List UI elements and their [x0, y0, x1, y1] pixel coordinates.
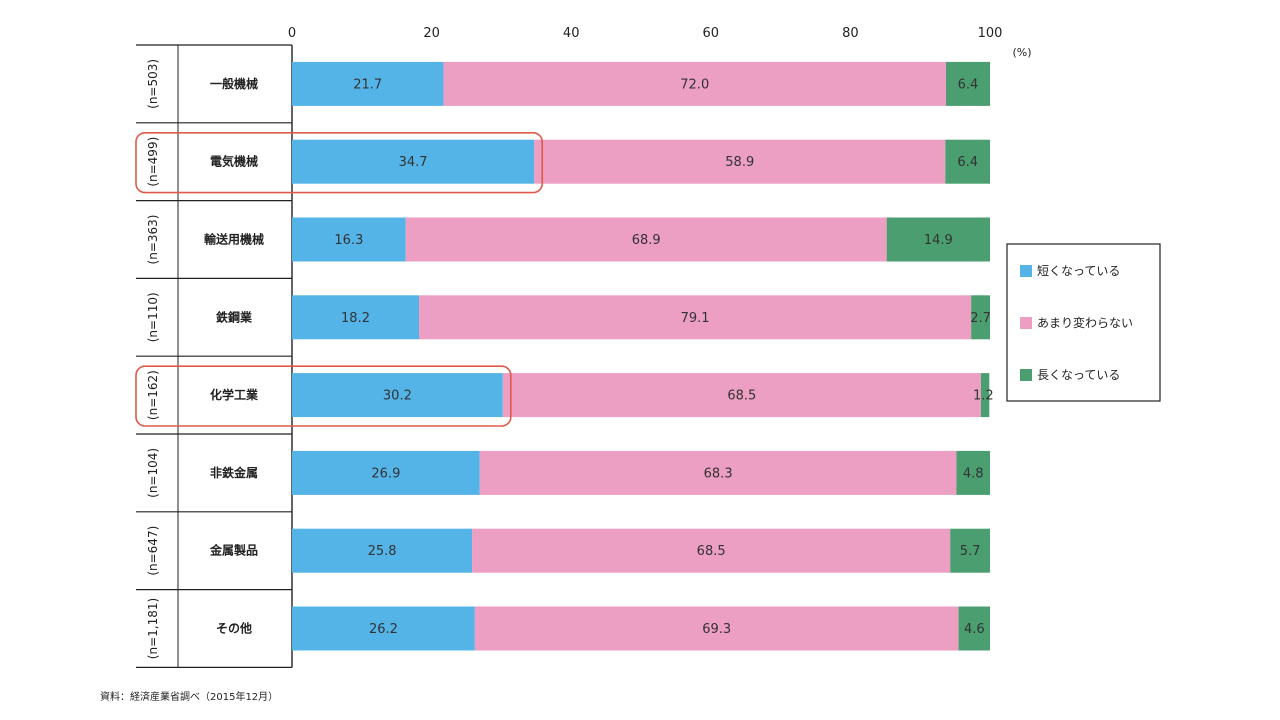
bar-value-label: 1.2	[973, 389, 994, 404]
bar-value-label: 16.3	[334, 233, 363, 248]
sample-size-label: (n=363)	[146, 215, 160, 265]
sample-size-label: (n=499)	[146, 137, 160, 187]
category-label: 化学工業	[210, 387, 259, 402]
bar-segment	[419, 295, 972, 340]
highlight-layer	[135, 132, 544, 427]
bar-value-label: 25.8	[368, 544, 397, 559]
bar-segment	[950, 528, 990, 573]
sample-size-label: (n=647)	[146, 526, 160, 576]
bar-value-label: 26.9	[371, 466, 400, 481]
bar-value-label: 26.2	[369, 622, 398, 637]
bar-value-label: 6.4	[958, 77, 979, 92]
bar-value-label: 34.7	[399, 155, 428, 170]
bar-value-label: 21.7	[353, 77, 382, 92]
bar-segment	[886, 217, 990, 262]
bar-value-label: 18.2	[341, 311, 370, 326]
bar-segment	[971, 295, 990, 340]
sample-size-label: (n=1,181)	[146, 598, 160, 659]
bar-segment	[292, 217, 406, 262]
bar-value-label: 2.7	[970, 311, 991, 326]
category-label: 鉄鋼業	[216, 309, 253, 324]
category-label: 非鉄金属	[210, 465, 258, 480]
sample-size-label: (n=104)	[146, 448, 160, 498]
bar-value-label: 69.3	[702, 622, 731, 637]
bar-value-label: 72.0	[680, 77, 709, 92]
bar-segment	[292, 606, 475, 651]
axis-layer: 0 20 40 60 80 100 (%)	[288, 26, 1032, 59]
bar-segment	[479, 450, 957, 495]
bar-value-label: 68.5	[727, 389, 756, 404]
bar-segment	[958, 606, 990, 651]
bar-segment	[292, 450, 480, 495]
legend-swatch	[1020, 369, 1032, 381]
category-label-table: (n=503) 一般機械 (n=499) 電気機械 (n=363) 輸送用機械 (n=110…	[136, 44, 293, 669]
bars-layer: 21.7 72.0 6.4 34.7 58.9 6.4 16.3 68.9 14.9 18.2 79…	[292, 61, 994, 651]
x-tick-label: 100	[978, 26, 1003, 41]
category-label: 一般機械	[210, 76, 258, 91]
sample-size-label: (n=503)	[146, 59, 160, 109]
bar-segment	[292, 528, 473, 573]
bar-segment	[945, 139, 990, 184]
bar-segment	[472, 528, 951, 573]
bar-value-label: 68.9	[632, 233, 661, 248]
bar-segment	[946, 61, 990, 106]
x-tick-label: 60	[703, 26, 720, 41]
bar-value-label: 4.6	[964, 622, 985, 637]
legend-box	[1006, 243, 1161, 402]
bar-value-label: 4.8	[963, 466, 984, 481]
bar-segment	[292, 139, 535, 184]
bar-segment	[956, 450, 990, 495]
sample-size-label: (n=162)	[146, 370, 160, 420]
bar-value-label: 68.3	[704, 466, 733, 481]
bar-value-label: 79.1	[681, 311, 710, 326]
category-label: その他	[216, 621, 252, 636]
bar-segment	[474, 606, 959, 651]
bar-segment	[980, 373, 990, 418]
bar-segment	[502, 373, 981, 418]
x-tick-label: 80	[842, 26, 859, 41]
bar-segment	[405, 217, 887, 262]
legend-label: 短くなっている	[1037, 264, 1120, 278]
legend-label: あまり変わらない	[1037, 315, 1133, 330]
category-label: 金属製品	[209, 543, 258, 558]
x-unit-label: (%)	[1012, 46, 1031, 59]
bar-value-label: 68.5	[697, 544, 726, 559]
legend-swatch	[1020, 265, 1032, 277]
bar-segment	[534, 139, 946, 184]
bar-value-label: 58.9	[725, 155, 754, 170]
bar-segment	[292, 61, 444, 106]
source-note: 資料：経済産業省調べ（2015年12月）	[100, 690, 278, 703]
sample-size-label: (n=110)	[146, 292, 160, 342]
highlight-outline	[135, 365, 512, 427]
bar-segment	[292, 373, 503, 418]
legend-swatch	[1020, 317, 1032, 329]
bar-value-label: 6.4	[957, 155, 978, 170]
bar-segment	[443, 61, 947, 106]
bar-segment	[292, 295, 420, 340]
bar-value-label: 5.7	[960, 544, 981, 559]
category-label: 輸送用機械	[204, 232, 264, 247]
x-tick-label: 40	[563, 26, 580, 41]
x-tick-label: 20	[423, 26, 440, 41]
category-label: 電気機械	[210, 154, 258, 169]
legend-label: 長くなっている	[1037, 368, 1120, 382]
highlight-outline	[135, 132, 544, 194]
bar-value-label: 30.2	[383, 389, 412, 404]
x-tick-label: 0	[288, 26, 296, 41]
bar-value-label: 14.9	[924, 233, 953, 248]
